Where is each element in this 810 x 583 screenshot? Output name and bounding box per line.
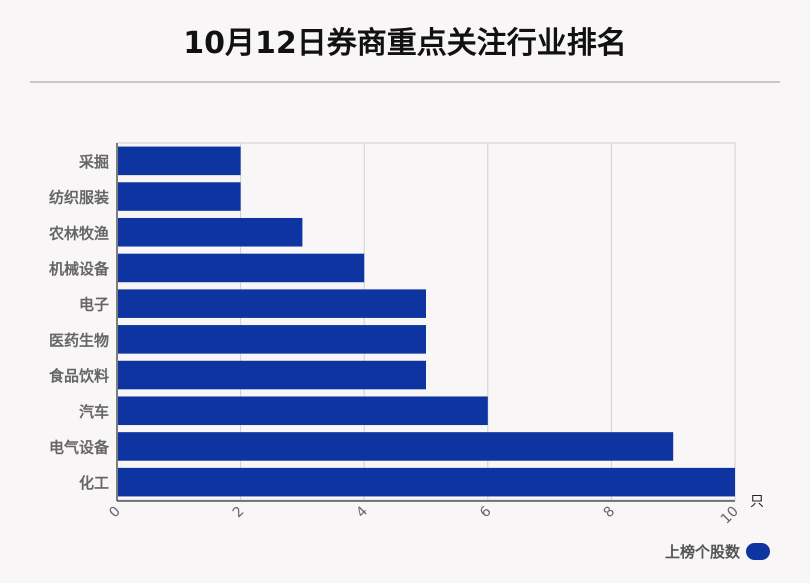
category-label: 电子	[79, 296, 109, 314]
x-tick-label: 4	[353, 503, 371, 521]
bar	[118, 182, 241, 211]
bar	[118, 396, 488, 426]
x-tick-label: 10	[718, 504, 742, 528]
bars	[118, 146, 735, 497]
x-tick-label: 2	[230, 504, 248, 522]
x-tick-label: 6	[477, 503, 495, 521]
x-tick-label: 8	[601, 504, 619, 522]
title-divider	[30, 81, 780, 83]
bar	[118, 217, 303, 247]
legend-swatch	[746, 543, 770, 560]
category-label: 电气设备	[49, 438, 110, 456]
category-label: 采掘	[78, 153, 109, 171]
category-label: 食品饮料	[49, 367, 109, 385]
chart-title: 10月12日券商重点关注行业排名	[183, 26, 627, 61]
x-tick-labels: 0 2 4 6 8 10	[106, 503, 742, 527]
category-label: 医药生物	[49, 331, 109, 349]
bar	[118, 289, 426, 318]
legend-label: 上榜个股数	[664, 543, 740, 561]
x-unit-label: 只	[750, 494, 764, 510]
bar	[118, 146, 241, 176]
category-label: 机械设备	[49, 260, 110, 278]
bar	[118, 253, 365, 283]
category-label: 汽车	[79, 403, 109, 421]
bar	[118, 432, 674, 461]
bar	[118, 360, 426, 390]
grid-lines	[116, 142, 736, 502]
legend: 上榜个股数	[665, 541, 770, 562]
category-label: 纺织服装	[49, 189, 110, 207]
category-label: 农林牧渔	[48, 224, 109, 242]
x-tick-label: 0	[106, 504, 124, 522]
bar	[118, 467, 735, 497]
bar	[118, 325, 426, 354]
category-label: 化工	[79, 474, 109, 492]
